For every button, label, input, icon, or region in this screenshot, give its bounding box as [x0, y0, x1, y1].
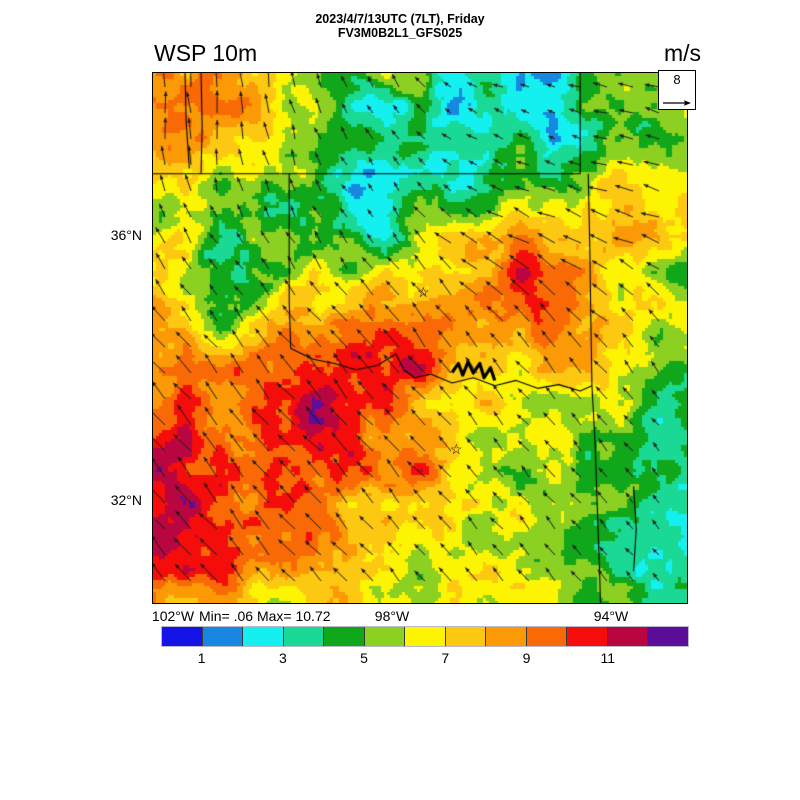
colorbar-segment-3	[283, 627, 325, 646]
colorbar-segment-1	[202, 627, 244, 646]
title-line-datetime: 2023/4/7/13UTC (7LT), Friday	[315, 12, 485, 26]
colorbar-tick-5: 5	[360, 650, 368, 666]
min-max-statistics: Min= .06 Max= 10.72	[199, 608, 331, 624]
colorbar-segment-8	[486, 627, 527, 646]
units-label: m/s	[663, 40, 701, 66]
y-tick-label: 36°N	[110, 227, 142, 243]
colorbar-segment-0	[162, 627, 203, 646]
x-axis-tick-102w: 102°W	[138, 608, 208, 624]
variable-label: WSP 10m	[154, 40, 258, 66]
colorbar-tick-7: 7	[441, 650, 450, 666]
colorbar-segment-12	[648, 627, 688, 646]
y-axis-tick-36n: 36°N	[82, 227, 142, 243]
colorbar-segment-5	[364, 627, 406, 646]
title-line-model: FV3M0B2L1_GFS025	[337, 26, 463, 40]
colorbar-segment-7	[445, 627, 487, 646]
colorbar-segment-11	[607, 627, 649, 646]
x-axis-tick-98w: 98°W	[357, 608, 427, 624]
x-tick-label: 94°W	[593, 608, 629, 624]
colorbar-tick-3: 3	[278, 650, 287, 666]
x-tick-label: 102°W	[151, 608, 195, 624]
x-tick-label: 98°W	[374, 608, 410, 624]
map-plot-area[interactable]	[152, 72, 688, 604]
arrow-right-icon	[663, 95, 691, 113]
colorbar-tick-1: 1	[197, 650, 206, 666]
reference-vector-value: 8	[673, 72, 681, 87]
figure-title: 2023/4/7/13UTC (7LT), Friday FV3M0B2L1_G…	[0, 12, 800, 40]
colorbar-segment-9	[526, 627, 568, 646]
colorbar-tick-9: 9	[522, 650, 531, 666]
colorbar-legend[interactable]: 1 3 5 7 9 11	[161, 626, 689, 666]
y-tick-label: 32°N	[110, 492, 142, 508]
colorbar-tick-11: 11	[600, 650, 616, 666]
colorbar-swatches[interactable]	[161, 626, 689, 647]
colorbar-segment-4	[324, 627, 365, 646]
x-axis-tick-94w: 94°W	[576, 608, 646, 624]
colorbar-segment-6	[405, 627, 446, 646]
reference-vector-legend: 8	[658, 70, 696, 110]
colorbar-segment-10	[567, 627, 608, 646]
colorbar-segment-2	[243, 627, 284, 646]
wind-speed-field	[153, 73, 687, 603]
y-axis-tick-32n: 32°N	[82, 492, 142, 508]
